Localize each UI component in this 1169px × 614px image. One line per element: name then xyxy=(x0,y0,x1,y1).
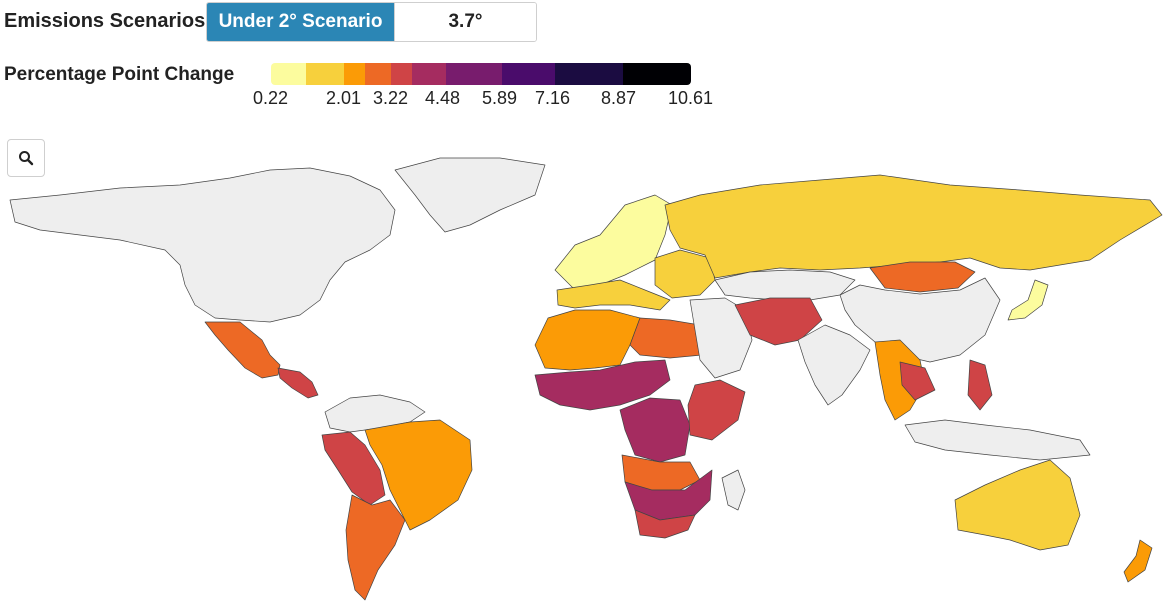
region-greenland[interactable] xyxy=(394,157,546,233)
region-north-america[interactable] xyxy=(9,167,396,323)
legend-tick: 8.87 xyxy=(601,88,637,108)
3-7-scenario-button[interactable]: 3.7° Scenario xyxy=(394,3,536,41)
scenario-toggle: Under 2° Scenario 3.7° Scenario xyxy=(206,2,537,42)
legend-swatch xyxy=(446,63,502,85)
legend-tick: 10.61 xyxy=(668,88,714,108)
legend-swatch xyxy=(502,63,555,85)
legend-swatch xyxy=(306,63,344,85)
legend-swatch xyxy=(623,63,691,85)
legend-tick: 5.89 xyxy=(482,88,518,108)
under-2-scenario-button[interactable]: Under 2° Scenario xyxy=(207,3,394,41)
legend-tick: 2.01 xyxy=(326,88,362,108)
legend-swatch xyxy=(555,63,623,85)
region-peru-bolivia[interactable] xyxy=(321,431,386,506)
region-east-africa[interactable] xyxy=(687,379,746,441)
region-central-africa[interactable] xyxy=(619,397,691,463)
region-new-zealand[interactable] xyxy=(1123,539,1153,583)
legend-swatch xyxy=(365,63,391,85)
region-thailand-cambodia[interactable] xyxy=(899,361,936,401)
region-northern-south-america[interactable] xyxy=(324,394,426,433)
search-icon xyxy=(19,151,34,166)
region-sahel[interactable] xyxy=(534,359,671,411)
legend-swatch xyxy=(412,63,446,85)
region-indonesia[interactable] xyxy=(904,419,1091,461)
region-egypt-libya[interactable] xyxy=(629,317,703,359)
region-mongolia[interactable] xyxy=(869,261,976,293)
legend-swatch xyxy=(271,63,306,85)
legend-tick: 0.22 xyxy=(253,88,289,108)
world-map[interactable] xyxy=(0,150,1169,614)
region-brazil[interactable] xyxy=(364,419,473,531)
region-central-america[interactable] xyxy=(277,367,319,399)
legend-tick: 3.22 xyxy=(373,88,409,108)
legend-swatch xyxy=(344,63,365,85)
region-mexico[interactable] xyxy=(204,321,281,379)
region-china[interactable] xyxy=(839,277,1001,363)
legend-tick: 4.48 xyxy=(425,88,461,108)
region-philippines[interactable] xyxy=(967,359,993,411)
region-northern-europe[interactable] xyxy=(554,194,673,291)
region-southern-europe[interactable] xyxy=(556,279,671,311)
region-afghanistan-pakistan[interactable] xyxy=(734,297,823,346)
legend-tick: 7.16 xyxy=(535,88,571,108)
region-madagascar[interactable] xyxy=(721,469,746,511)
region-middle-east[interactable] xyxy=(689,297,753,379)
region-australia[interactable] xyxy=(954,459,1081,551)
region-japan[interactable] xyxy=(1007,279,1049,321)
region-russia[interactable] xyxy=(664,174,1163,279)
legend-color-scale xyxy=(271,63,691,85)
region-india[interactable] xyxy=(797,324,871,406)
legend-swatch xyxy=(391,63,412,85)
zoom-button[interactable] xyxy=(7,139,45,177)
scenarios-label: Emissions Scenarios: xyxy=(4,10,212,32)
region-south-africa[interactable] xyxy=(634,509,696,539)
region-north-africa[interactable] xyxy=(534,309,641,371)
region-argentina-chile[interactable] xyxy=(345,494,406,601)
region-eastern-europe[interactable] xyxy=(654,249,716,299)
legend-title: Percentage Point Change xyxy=(4,64,235,85)
region-southeast-asia[interactable] xyxy=(874,339,926,421)
